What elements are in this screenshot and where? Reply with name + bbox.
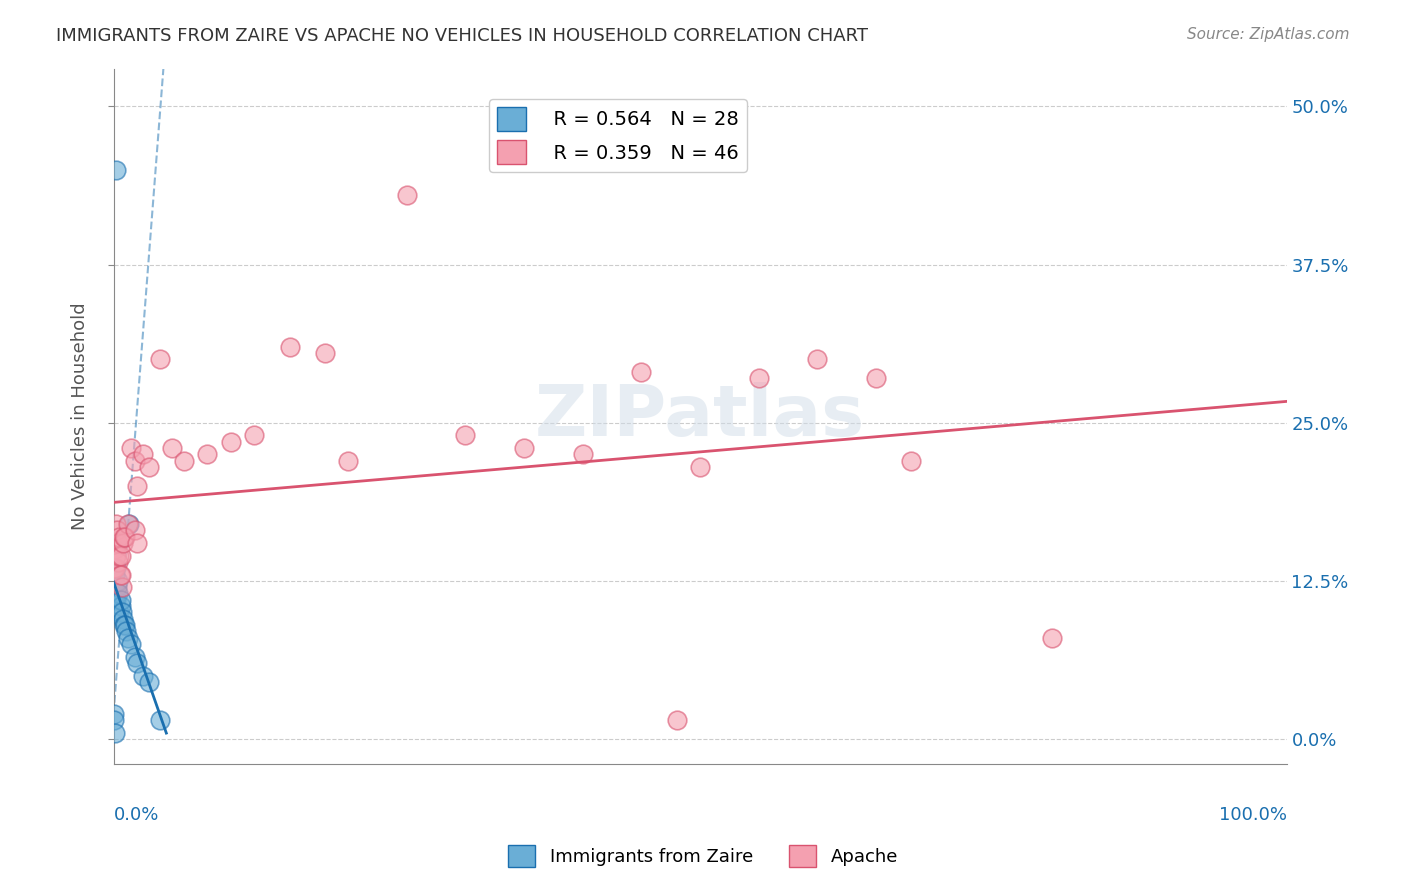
Text: Source: ZipAtlas.com: Source: ZipAtlas.com	[1187, 27, 1350, 42]
Point	[173, 453, 195, 467]
Point	[108, 606, 131, 620]
Point	[125, 656, 148, 670]
Point	[689, 460, 711, 475]
Point	[395, 188, 418, 202]
Point	[571, 447, 593, 461]
Point	[104, 549, 127, 563]
Point	[110, 599, 132, 614]
Text: 0.0%: 0.0%	[114, 806, 159, 824]
Point	[111, 580, 134, 594]
Point	[243, 428, 266, 442]
Point	[138, 675, 160, 690]
Point	[124, 453, 146, 467]
Point	[107, 586, 129, 600]
Point	[132, 669, 155, 683]
Point	[117, 631, 139, 645]
Point	[104, 561, 127, 575]
Point	[120, 441, 142, 455]
Point	[160, 441, 183, 455]
Point	[118, 516, 141, 531]
Point	[124, 649, 146, 664]
Point	[149, 713, 172, 727]
Point	[107, 574, 129, 588]
Point	[104, 592, 127, 607]
Point	[110, 567, 132, 582]
Point	[105, 516, 128, 531]
Point	[111, 612, 134, 626]
Point	[108, 567, 131, 582]
Point	[120, 637, 142, 651]
Point	[108, 530, 131, 544]
Text: 100.0%: 100.0%	[1219, 806, 1286, 824]
Point	[125, 536, 148, 550]
Point	[117, 516, 139, 531]
Point	[278, 340, 301, 354]
Point	[454, 428, 477, 442]
Point	[865, 371, 887, 385]
Point	[108, 549, 131, 563]
Legend:   R = 0.564   N = 28,   R = 0.359   N = 46: R = 0.564 N = 28, R = 0.359 N = 46	[489, 99, 747, 172]
Point	[111, 536, 134, 550]
Point	[105, 592, 128, 607]
Point	[104, 586, 127, 600]
Point	[513, 441, 536, 455]
Point	[138, 460, 160, 475]
Point	[105, 580, 128, 594]
Point	[104, 162, 127, 177]
Point	[132, 447, 155, 461]
Legend: Immigrants from Zaire, Apache: Immigrants from Zaire, Apache	[501, 838, 905, 874]
Point	[105, 561, 128, 575]
Point	[103, 561, 125, 575]
Point	[900, 453, 922, 467]
Point	[337, 453, 360, 467]
Point	[1040, 631, 1063, 645]
Point	[110, 549, 132, 563]
Point	[314, 346, 336, 360]
Point	[630, 365, 652, 379]
Point	[114, 618, 136, 632]
Point	[112, 618, 135, 632]
Point	[105, 523, 128, 537]
Point	[104, 567, 127, 582]
Point	[110, 592, 132, 607]
Point	[665, 713, 688, 727]
Point	[103, 713, 125, 727]
Point	[104, 725, 127, 739]
Point	[219, 434, 242, 449]
Point	[111, 606, 134, 620]
Point	[125, 479, 148, 493]
Point	[806, 352, 828, 367]
Text: ZIPatlas: ZIPatlas	[536, 382, 865, 450]
Point	[748, 371, 770, 385]
Point	[112, 530, 135, 544]
Point	[107, 536, 129, 550]
Point	[103, 706, 125, 721]
Y-axis label: No Vehicles in Household: No Vehicles in Household	[72, 302, 89, 530]
Point	[114, 530, 136, 544]
Point	[104, 542, 127, 557]
Point	[107, 555, 129, 569]
Point	[197, 447, 219, 461]
Text: IMMIGRANTS FROM ZAIRE VS APACHE NO VEHICLES IN HOUSEHOLD CORRELATION CHART: IMMIGRANTS FROM ZAIRE VS APACHE NO VEHIC…	[56, 27, 869, 45]
Point	[124, 523, 146, 537]
Point	[149, 352, 172, 367]
Point	[115, 624, 138, 639]
